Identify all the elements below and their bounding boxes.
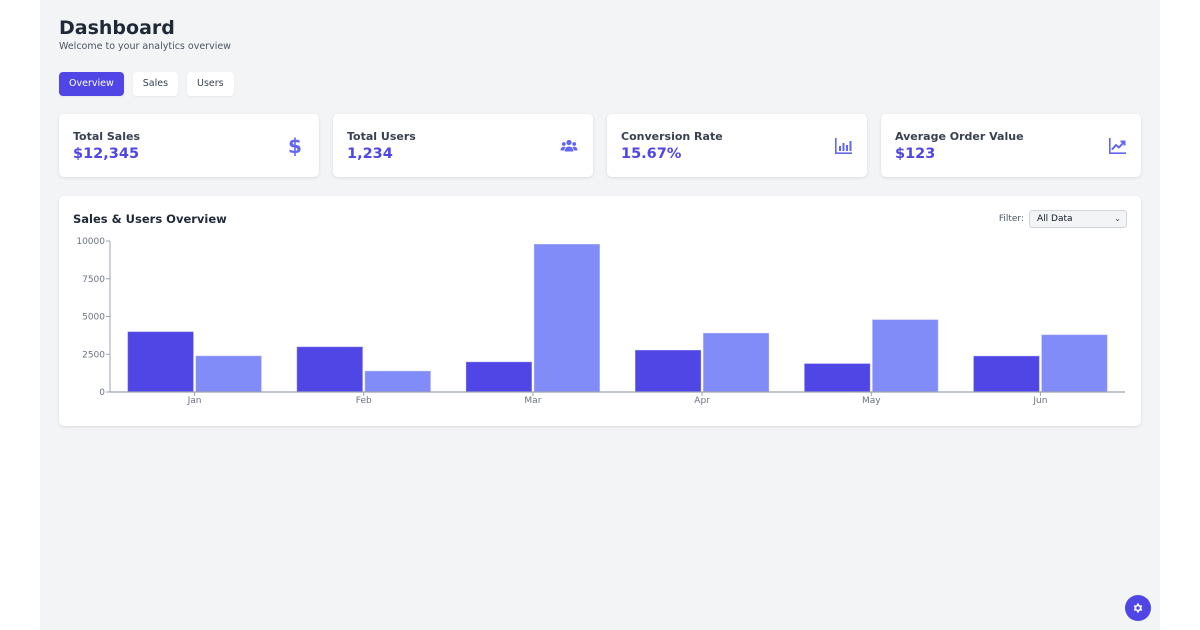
stat-value: 15.67% <box>621 146 682 162</box>
bar-feb-series-2[interactable] <box>364 370 432 393</box>
bar-feb-series-1[interactable] <box>296 346 364 393</box>
bar-apr-series-1[interactable] <box>634 349 702 393</box>
users-icon <box>559 136 579 156</box>
x-tick-label: Apr <box>694 396 710 406</box>
x-tick-label: Jun <box>1032 396 1047 406</box>
x-tick-label: Jan <box>187 396 202 406</box>
page-background: Dashboard Welcome to your analytics over… <box>40 0 1160 630</box>
y-tick-label: 2500 <box>82 350 105 360</box>
chart-panel: Sales & Users Overview Filter: All Data … <box>59 196 1141 426</box>
filter-control: Filter: All Data ⌄ <box>999 210 1127 228</box>
y-tick-label: 5000 <box>82 313 105 323</box>
stat-cards: Total Sales $12,345 $ Total Users 1,234 <box>59 114 1141 177</box>
stat-value: $12,345 <box>73 146 140 162</box>
bar-jun-series-1[interactable] <box>972 355 1040 393</box>
bar-mar-series-2[interactable] <box>533 243 601 393</box>
dollar-icon: $ <box>285 136 305 156</box>
chart-title: Sales & Users Overview <box>73 212 227 226</box>
x-tick-label: Mar <box>524 396 541 406</box>
x-tick-label: May <box>862 396 881 406</box>
filter-select[interactable]: All Data ⌄ <box>1029 210 1127 228</box>
bar-chart-icon <box>833 136 853 156</box>
svg-text:$: $ <box>288 136 302 156</box>
tab-users[interactable]: Users <box>187 72 234 96</box>
page-title: Dashboard <box>59 17 175 39</box>
tab-sales[interactable]: Sales <box>132 72 179 96</box>
page-subtitle: Welcome to your analytics overview <box>59 41 231 52</box>
stat-card-total-users: Total Users 1,234 <box>333 114 593 177</box>
filter-label: Filter: <box>998 214 1024 224</box>
stat-label: Total Users <box>347 130 416 143</box>
y-tick-label: 10000 <box>76 237 105 247</box>
line-chart-icon <box>1107 136 1127 156</box>
stat-value: 1,234 <box>347 146 393 162</box>
stat-card-conversion-rate: Conversion Rate 15.67% <box>607 114 867 177</box>
bar-jan-series-2[interactable] <box>195 355 263 393</box>
settings-button[interactable] <box>1125 595 1151 621</box>
bar-jun-series-2[interactable] <box>1040 334 1108 393</box>
tab-overview[interactable]: Overview <box>59 72 124 96</box>
chevron-down-icon: ⌄ <box>1114 214 1121 223</box>
stat-label: Total Sales <box>73 130 141 143</box>
stat-card-average-order-value: Average Order Value $123 <box>881 114 1141 177</box>
bar-apr-series-2[interactable] <box>702 332 770 393</box>
tab-bar: Overview Sales Users <box>59 72 234 96</box>
bar-jan-series-1[interactable] <box>127 331 195 393</box>
stat-label: Average Order Value <box>895 130 1024 143</box>
bar-may-series-2[interactable] <box>871 319 939 393</box>
bar-chart: 0 2500 5000 7500 10000 Jan Feb Mar Apr May Jun <box>76 237 1125 406</box>
x-tick-label: Feb <box>356 396 372 406</box>
y-tick-label: 7500 <box>82 275 105 285</box>
bar-mar-series-1[interactable] <box>465 361 533 393</box>
y-tick-label: 0 <box>99 388 105 398</box>
stat-label: Conversion Rate <box>621 130 723 143</box>
filter-selected-value: All Data <box>1037 214 1073 224</box>
stat-card-total-sales: Total Sales $12,345 $ <box>59 114 319 177</box>
gear-icon <box>1133 603 1143 613</box>
stat-value: $123 <box>895 146 936 162</box>
bar-may-series-1[interactable] <box>803 362 871 393</box>
